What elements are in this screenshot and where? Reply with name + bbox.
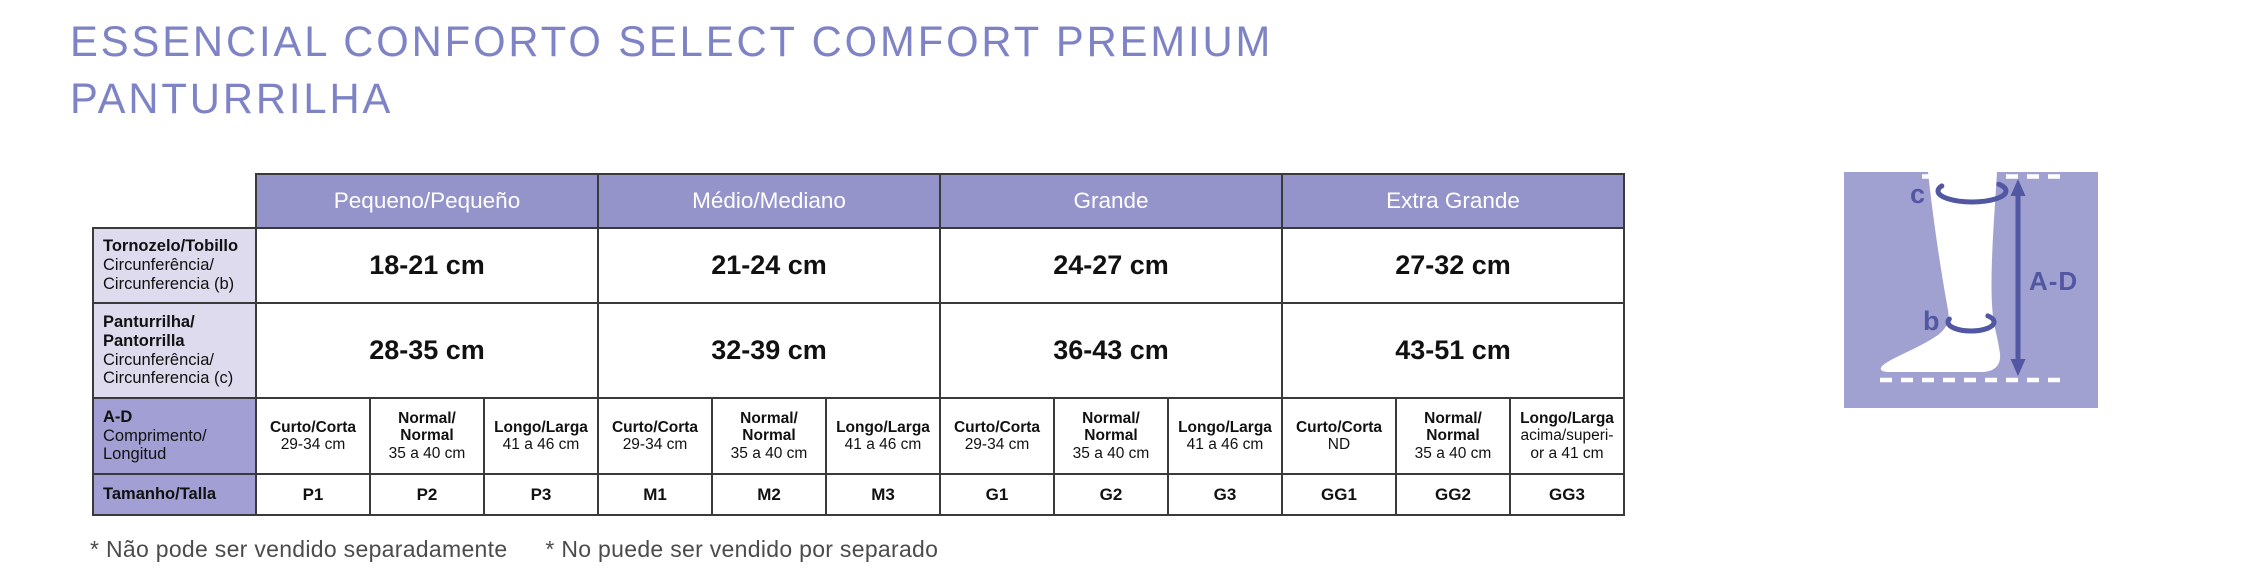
calf-value-extra-grande: 43-51 cm	[1281, 302, 1625, 399]
row-header-size: Tamanho/Talla	[92, 473, 257, 516]
size-header-medio: Médio/Mediano	[597, 173, 941, 229]
length-value: 29-34 cm	[280, 436, 346, 453]
ankle-value-extra-grande: 27-32 cm	[1281, 227, 1625, 304]
corner-cell	[93, 174, 256, 228]
length-cell-gg1: Curto/Corta ND	[1281, 397, 1397, 475]
length-cell-g2: Normal/ Normal 35 a 40 cm	[1053, 397, 1169, 475]
size-value: GG1	[1281, 473, 1397, 516]
length-label: Longo/Larga	[836, 418, 930, 436]
ankle-value-pequeno: 18-21 cm	[255, 227, 599, 304]
size-value: M2	[711, 473, 827, 516]
row-header-length: A-D Comprimento/ Longitud	[92, 397, 257, 475]
ankle-circumference-ring-icon	[1945, 310, 1997, 334]
size-value: G2	[1053, 473, 1169, 516]
size-header-row: Pequeno/Pequeño Médio/Mediano Grande Ext…	[93, 173, 1625, 229]
length-cell-g1: Curto/Corta 29-34 cm	[939, 397, 1055, 475]
size-value: P2	[369, 473, 485, 516]
length-label: Curto/Corta	[1295, 418, 1383, 436]
row-header-calf: Panturrilha/ Pantorrilla Circunferência/…	[92, 302, 257, 399]
length-label: Normal/ Normal	[398, 409, 456, 445]
footnotes: * Não pode ser vendido separadamente * N…	[90, 536, 938, 563]
length-cell-p2: Normal/ Normal 35 a 40 cm	[369, 397, 485, 475]
ad-length-arrow-icon	[2010, 179, 2026, 376]
length-value: 35 a 40 cm	[1414, 444, 1492, 462]
page-title: ESSENCIAL CONFORTO SELECT COMFORT PREMIU…	[70, 14, 1273, 128]
row-header-size-bold: Tamanho/Talla	[103, 485, 217, 504]
row-header-length-normal: Comprimento/ Longitud	[103, 426, 207, 464]
length-row: A-D Comprimento/ Longitud Curto/Corta 29…	[92, 397, 1625, 475]
length-cell-g3: Longo/Larga 41 a 46 cm	[1167, 397, 1283, 475]
length-cell-gg2: Normal/ Normal 35 a 40 cm	[1395, 397, 1511, 475]
calf-row: Panturrilha/ Pantorrilla Circunferência/…	[92, 302, 1625, 399]
length-cell-gg3: Longo/Larga acima/superi- or a 41 cm	[1509, 397, 1625, 475]
length-label: Longo/Larga	[1520, 409, 1614, 427]
length-value: 41 a 46 cm	[844, 436, 922, 453]
length-value: 29-34 cm	[964, 436, 1030, 453]
calf-value-medio: 32-39 cm	[597, 302, 941, 399]
leg-silhouette	[1880, 172, 2001, 372]
page-title-line2: PANTURRILHA	[70, 75, 394, 123]
length-label: Curto/Corta	[953, 418, 1041, 436]
length-label: Normal/ Normal	[740, 409, 798, 445]
size-row: Tamanho/Talla P1 P2 P3 M1 M2 M3 G1 G2 G3…	[92, 473, 1625, 516]
diagram-label-ad: A-D	[2029, 266, 2078, 296]
row-header-ankle: Tornozelo/Tobillo Circunferência/ Circun…	[92, 227, 257, 304]
row-header-calf-normal: Circunferência/ Circunferencia (c)	[103, 350, 234, 388]
length-cell-m2: Normal/ Normal 35 a 40 cm	[711, 397, 827, 475]
size-value: G3	[1167, 473, 1283, 516]
size-value: P3	[483, 473, 599, 516]
length-cell-m3: Longo/Larga 41 a 46 cm	[825, 397, 941, 475]
size-header-extra-grande: Extra Grande	[1281, 173, 1625, 229]
leg-measurement-diagram: c b A-D	[1844, 172, 2098, 408]
length-value: 35 a 40 cm	[388, 444, 466, 462]
length-cell-p1: Curto/Corta 29-34 cm	[255, 397, 371, 475]
diagram-label-c: c	[1910, 179, 1925, 209]
size-value: GG2	[1395, 473, 1511, 516]
length-value: 29-34 cm	[622, 436, 688, 453]
size-value: P1	[255, 473, 371, 516]
length-value: 35 a 40 cm	[1072, 444, 1150, 462]
length-value: 41 a 46 cm	[1186, 436, 1264, 453]
size-value: G1	[939, 473, 1055, 516]
length-label: Normal/ Normal	[1082, 409, 1140, 445]
length-label: Normal/ Normal	[1424, 409, 1482, 445]
length-value: ND	[1327, 436, 1351, 453]
ankle-value-grande: 24-27 cm	[939, 227, 1283, 304]
size-value: M3	[825, 473, 941, 516]
length-label: Longo/Larga	[1178, 418, 1272, 436]
row-header-length-bold: A-D	[103, 407, 133, 426]
length-label: Longo/Larga	[494, 418, 588, 436]
diagram-label-b: b	[1923, 306, 1940, 336]
size-chart-table: Pequeno/Pequeño Médio/Mediano Grande Ext…	[92, 173, 1625, 516]
row-header-calf-bold: Panturrilha/ Pantorrilla	[103, 312, 195, 350]
row-header-ankle-normal: Circunferência/ Circunferencia (b)	[103, 256, 235, 293]
ankle-row: Tornozelo/Tobillo Circunferência/ Circun…	[92, 227, 1625, 304]
length-cell-m1: Curto/Corta 29-34 cm	[597, 397, 713, 475]
size-value: M1	[597, 473, 713, 516]
ankle-value-medio: 21-24 cm	[597, 227, 941, 304]
length-cell-p3: Longo/Larga 41 a 46 cm	[483, 397, 599, 475]
row-header-ankle-bold: Tornozelo/Tobillo	[103, 237, 239, 256]
size-header-pequeno: Pequeno/Pequeño	[255, 173, 599, 229]
length-label: Curto/Corta	[611, 418, 699, 436]
length-value: acima/superi- or a 41 cm	[1520, 427, 1614, 462]
calf-circumference-ring-icon	[1935, 177, 2009, 205]
footnote-es: * No puede ser vendido por separado	[545, 536, 939, 562]
length-value: 35 a 40 cm	[730, 444, 808, 462]
calf-value-pequeno: 28-35 cm	[255, 302, 599, 399]
size-value: GG3	[1509, 473, 1625, 516]
length-value: 41 a 46 cm	[502, 436, 580, 453]
footnote-pt: * Não pode ser vendido separadamente	[90, 536, 508, 562]
calf-value-grande: 36-43 cm	[939, 302, 1283, 399]
size-header-grande: Grande	[939, 173, 1283, 229]
page-title-line1: ESSENCIAL CONFORTO SELECT COMFORT PREMIU…	[70, 18, 1274, 66]
length-label: Curto/Corta	[269, 418, 357, 436]
